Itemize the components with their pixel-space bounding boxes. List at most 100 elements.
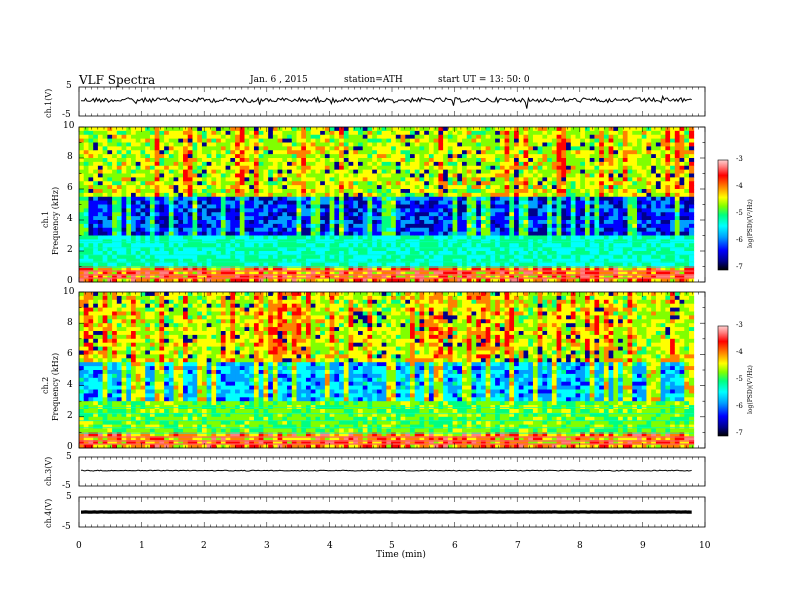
spectrogram-cell [329,208,335,213]
spectrogram-cell [296,247,302,252]
spectrogram-cell [504,247,510,252]
spectrogram-cell [83,204,89,209]
spectrogram-cell [268,251,274,256]
spectrogram-cell [632,169,638,174]
spectrogram-cell [339,208,345,213]
spectrogram-cell [542,130,548,136]
spectrogram-cell [476,154,482,159]
spectrogram-cell [102,181,108,186]
spectrogram-cell [480,181,487,186]
spectrogram-cell [83,208,89,213]
spectrogram-cell [249,138,255,143]
spectrogram-cell [301,134,307,140]
spectrogram-cell [305,150,312,155]
spectrogram-cell [570,173,576,178]
spectrogram-cell [599,177,605,182]
spectrogram-cell [509,216,515,221]
spectrogram-cell [315,278,321,283]
spectrogram-cell [102,165,108,171]
spectrogram-cell [268,223,274,229]
spectrogram-cell [509,146,515,151]
spectrogram-cell [93,127,99,132]
spectrogram-cell [192,165,198,171]
spectrogram-cell [102,138,108,143]
spectrogram-cell [627,177,633,182]
spectrogram-cell [424,247,430,252]
spectrogram-cell [348,200,354,205]
spectrogram-cell [495,204,501,209]
spectrogram-cell [291,208,297,213]
spectrogram-cell [372,127,378,132]
spectrogram-cell [173,212,179,217]
spectrogram-cell [83,142,89,147]
spectrogram-cell [556,270,562,275]
spectrogram-cell [391,189,397,194]
spectrogram-cell [315,154,321,159]
spectrogram-cell [131,204,137,209]
spectrogram-cell [646,243,652,248]
spectrogram-cell [395,231,401,236]
spectrogram-cell [651,208,657,213]
spectrogram-cell [220,177,226,182]
spectrogram-cell [230,208,236,213]
spectrogram-cell [646,254,652,260]
spectrogram-cell [253,266,260,271]
spectrogram-cell [504,227,510,233]
spectrogram-cell [258,185,264,190]
spectrogram-cell [599,134,605,140]
spectrogram-cell [97,235,104,240]
spectrogram-cell [457,138,463,143]
spectrogram-cell [324,204,331,209]
spectrogram-cell [490,196,496,202]
spectrogram-cell [514,266,520,271]
spectrogram-cell [584,262,591,267]
spectrogram-cell [343,254,349,260]
spectrogram-cell [301,165,307,171]
spectrogram-cell [551,189,557,194]
spectrogram-cell [362,150,368,155]
spectrogram-cell [618,231,624,236]
spectrogram-cell [348,220,354,225]
spectrogram-cell [599,154,605,159]
spectrogram-cell [452,204,458,209]
spectrogram-cell [603,142,610,147]
spectrogram-cell [381,216,387,221]
spectrogram-cell [367,196,373,202]
spectrogram-cell [102,270,108,275]
spectrogram-cell [121,247,127,252]
spectrogram-cell [471,161,477,167]
spectrogram-cell [357,192,364,198]
spectrogram-cell [480,161,487,167]
spectrogram-cell [263,235,269,240]
spectrogram-cell [443,130,449,136]
spectrogram-cell [116,150,122,155]
spectrogram-cell [353,220,359,225]
spectrogram-cell [391,278,397,283]
spectrogram-cell [537,258,543,264]
spectrogram-cell [381,181,387,186]
spectrogram-cell [206,247,212,252]
spectrogram-cell [542,169,548,174]
spectrogram-cell [471,173,477,178]
spectrogram-cell [395,185,401,190]
spectrogram-cell [518,251,524,256]
spectrogram-cell [509,134,515,140]
spectrogram-cell [187,231,193,236]
spectrogram-cell [357,189,364,194]
spectrogram-cell [230,254,236,260]
spectrogram-cell [518,258,524,264]
spectrogram-cell [376,150,383,155]
spectrogram-cell [419,220,425,225]
spectrogram-cell [504,173,510,178]
spectrogram-cell [566,192,572,198]
spectrogram-cell [357,204,364,209]
spectrogram-cell [97,274,104,279]
spectrogram-cell [528,142,534,147]
spectrogram-cell [249,154,255,159]
spectrogram-cell [480,227,487,233]
spectrogram-cell [145,212,151,217]
spectrogram-cell [485,208,491,213]
spectrogram-cell [514,146,520,151]
spectrogram-cell [462,134,468,140]
xtick-8: 8 [577,541,583,551]
